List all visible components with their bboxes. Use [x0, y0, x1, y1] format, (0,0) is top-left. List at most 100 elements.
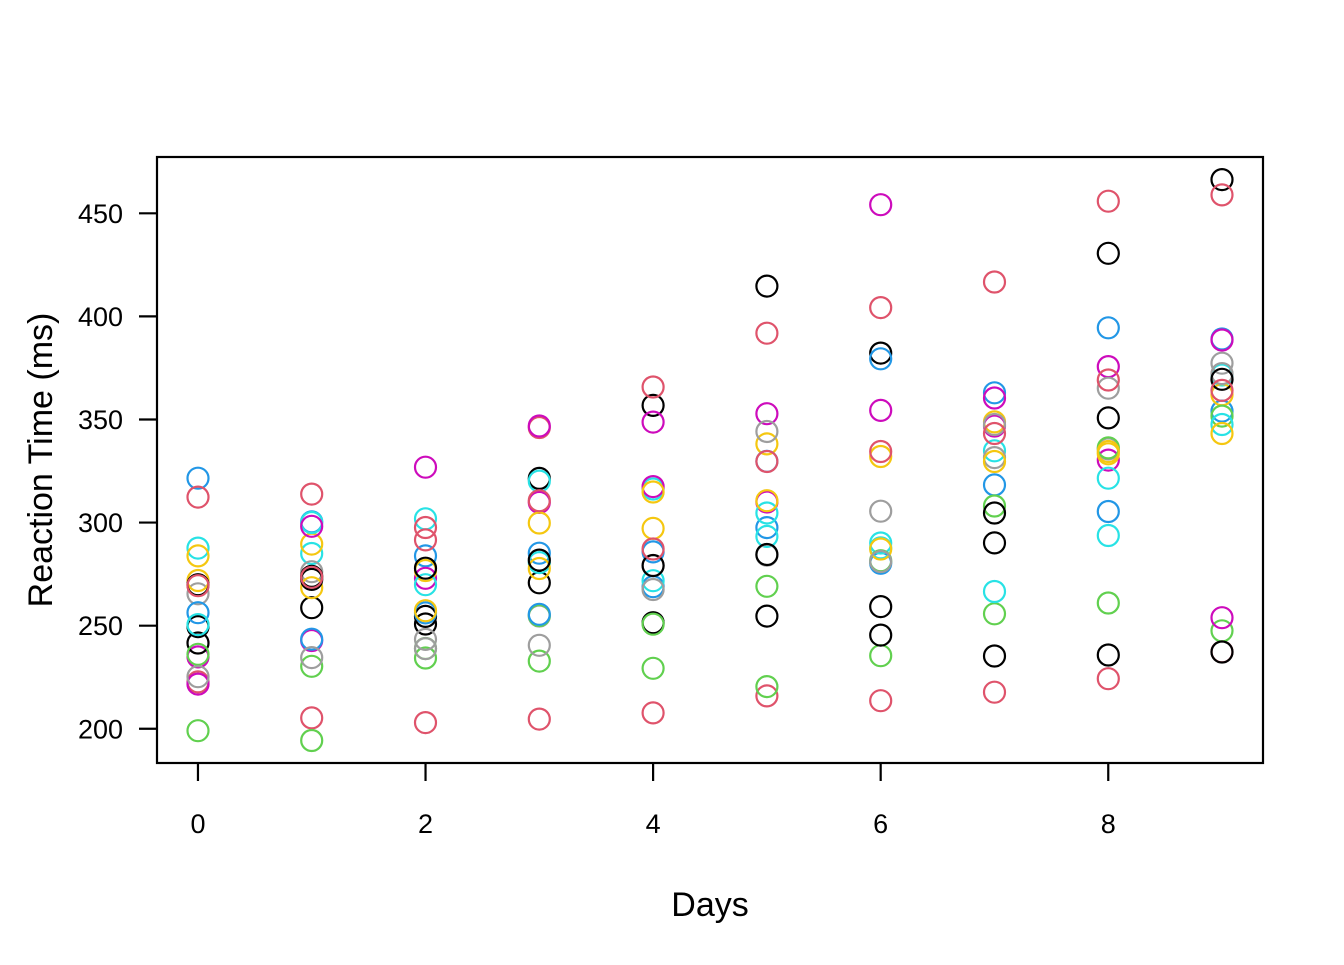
data-point [869, 439, 893, 464]
data-point [300, 514, 324, 538]
y-tick-label: 350 [78, 405, 123, 435]
data-point [1096, 406, 1120, 430]
data-point [186, 665, 210, 689]
data-point [1096, 667, 1120, 691]
data-point [186, 719, 210, 743]
data-point [755, 402, 779, 426]
data-point [1096, 316, 1120, 340]
data-point [755, 449, 779, 474]
data-point [982, 412, 1007, 437]
data-point [1210, 362, 1234, 386]
data-point [1096, 591, 1120, 615]
data-point [982, 381, 1007, 405]
data-point [869, 341, 893, 365]
data-point [869, 549, 893, 574]
data-point [186, 485, 210, 509]
data-point [527, 414, 551, 438]
data-point [1210, 640, 1234, 664]
data-point [869, 644, 893, 668]
data-point [1096, 643, 1120, 667]
data-point [1210, 183, 1234, 207]
data-point [869, 594, 893, 619]
y-tick-label: 300 [78, 508, 123, 538]
data-point [755, 432, 779, 456]
data-point [186, 574, 210, 598]
data-point [1096, 523, 1120, 548]
data-point [413, 646, 438, 670]
data-point [527, 649, 551, 673]
data-point [413, 556, 438, 580]
data-point [1210, 351, 1234, 375]
data-point [413, 612, 438, 636]
data-point [869, 537, 893, 561]
y-tick-label: 250 [78, 611, 123, 641]
x-axis-ticks [196, 763, 1110, 781]
data-point [527, 548, 551, 572]
data-point [982, 602, 1007, 626]
data-point [300, 654, 324, 678]
data-point [869, 444, 893, 469]
data-point [641, 577, 665, 602]
data-point [527, 511, 551, 535]
data-point [1096, 499, 1120, 524]
x-tick-label: 2 [418, 809, 433, 839]
data-point [641, 393, 665, 417]
data-point [186, 544, 210, 568]
data-point [1210, 367, 1234, 391]
data-point [755, 524, 779, 549]
data-point [1210, 404, 1234, 428]
x-tick-label: 4 [646, 809, 661, 839]
data-point [527, 541, 551, 565]
data-point [641, 569, 665, 593]
data-point [413, 528, 438, 552]
data-point [755, 674, 779, 699]
data-point [300, 576, 324, 600]
data-point [413, 544, 438, 568]
data-point [413, 455, 438, 479]
data-point [982, 270, 1007, 294]
data-point [1210, 168, 1234, 192]
data-point [982, 439, 1007, 463]
data-point [982, 644, 1007, 668]
data-point [186, 631, 210, 655]
data-point [869, 689, 893, 713]
data-point [641, 516, 665, 541]
data-point [186, 612, 210, 637]
data-point [1096, 376, 1120, 400]
data-point [413, 599, 438, 623]
data-point [300, 627, 324, 651]
data-point [186, 582, 210, 606]
data-point [982, 449, 1007, 474]
data-point [413, 636, 438, 661]
data-point [755, 419, 779, 444]
data-point [527, 602, 551, 626]
data-point [186, 601, 210, 625]
data-point [641, 475, 665, 499]
y-tick-label: 450 [78, 199, 123, 229]
data-point [982, 473, 1007, 497]
x-tick-label: 6 [873, 809, 888, 839]
data-point [755, 574, 779, 598]
data-point [1210, 619, 1234, 643]
data-point [869, 398, 893, 422]
data-point [641, 480, 665, 504]
data-point [300, 596, 324, 620]
data-point [1096, 448, 1120, 472]
data-point [1096, 439, 1120, 464]
data-point [869, 499, 893, 523]
data-point [186, 672, 210, 696]
data-point [300, 541, 324, 566]
data-point [1210, 412, 1234, 437]
data-point [1210, 378, 1234, 402]
data-point [755, 684, 779, 708]
data-point [755, 604, 779, 628]
data-point [982, 421, 1007, 446]
data-point [1210, 328, 1234, 352]
x-axis-tick-labels: 0 2 4 6 8 [190, 809, 1115, 839]
data-point [1210, 606, 1234, 630]
data-point [641, 612, 665, 636]
data-point [413, 627, 438, 652]
data-point [755, 515, 779, 540]
x-tick-label: 8 [1101, 809, 1116, 839]
data-point [1210, 421, 1234, 446]
